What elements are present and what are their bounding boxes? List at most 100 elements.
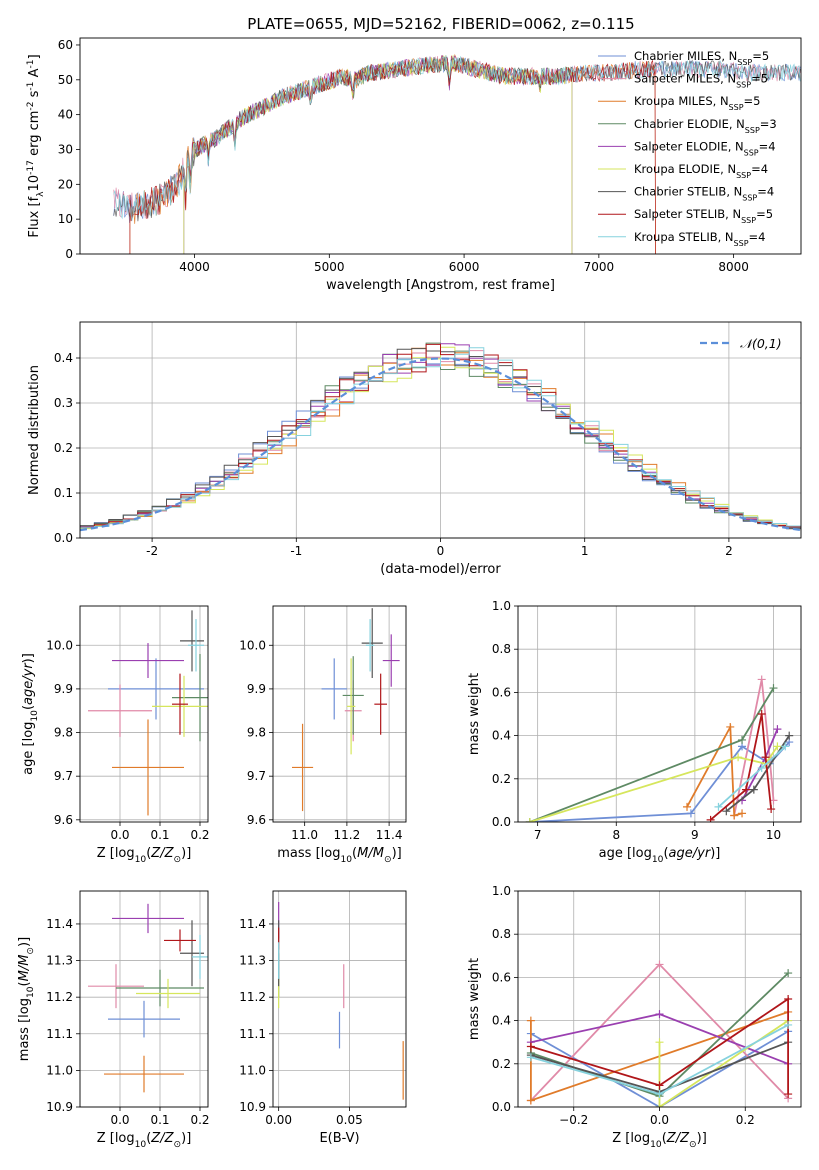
y-tick-label: 10.9 — [46, 1100, 73, 1114]
axes-frame — [79, 37, 802, 255]
errorbar-point — [164, 929, 196, 952]
weight-marker — [722, 807, 731, 816]
errorbar-point — [116, 969, 204, 1007]
x-tick-label: −0.2 — [559, 1113, 588, 1127]
y-axis-label: mass weight — [467, 673, 482, 755]
x-tick-label: 8 — [612, 828, 620, 842]
y-tick-label: 11.2 — [46, 990, 73, 1004]
y-axis-label: Normed distribution — [27, 365, 42, 495]
y-tick-label: 0.8 — [492, 642, 511, 656]
panel-mass_vs_Z: 0.0 0.1 0.2 10.9 11.0 11.1 11.2 11.3 11.4 Z [log1… — [17, 890, 210, 1150]
x-tick-label: 0.1 — [150, 828, 169, 842]
legend-entry: Salpeter MILES, NSSP=5 — [634, 72, 768, 90]
x-axis-label: Z [log10(Z/Z⊙)] — [97, 846, 192, 865]
x-tick-label: 0.0 — [110, 1113, 129, 1127]
panel-age_vs_Z: 0.0 0.1 0.2 9.6 9.7 9.8 9.9 10.0 Z [log10(Z/Z⊙)]… — [21, 605, 210, 865]
legend-entry: Chabrier MILES, NSSP=5 — [634, 49, 769, 67]
x-tick-label: 2 — [725, 544, 733, 558]
y-tick-label: 1.0 — [492, 884, 511, 898]
x-tick-label: 1 — [581, 544, 589, 558]
y-tick-label: 0.1 — [54, 486, 73, 500]
x-tick-label: 0.2 — [736, 1113, 755, 1127]
weight-marker — [655, 1010, 664, 1019]
panel-residuals: -2 -1 0 1 2 0.0 0.1 0.2 0.3 0.4 (data-model)/error… — [27, 321, 802, 577]
weight-marker — [655, 1103, 664, 1107]
y-axis-label: Flux [fλ10-17 erg cm-2 s-1 A-1] — [26, 54, 46, 237]
weight-marker — [526, 1016, 535, 1025]
weight-line-kroupa-elodie — [658, 1019, 789, 1107]
legend-entry: Salpeter ELODIE, NSSP=4 — [634, 139, 776, 157]
panel-mass_vs_ebv: 0.00 0.05 10.9 11.0 11.1 11.2 11.3 11.4 E(B-V) — [239, 890, 407, 1146]
x-axis-label: (data-model)/error — [380, 562, 501, 577]
y-tick-label: 0.2 — [54, 441, 73, 455]
spectrum-line-chabrier-stelib — [113, 56, 801, 222]
axes-frame — [79, 890, 209, 1108]
y-tick-label: 9.6 — [54, 813, 73, 827]
y-tick-label: 11.4 — [239, 917, 266, 931]
y-tick-label: 0.2 — [492, 1057, 511, 1071]
weight-marker — [757, 764, 766, 772]
weight-marker — [784, 1020, 793, 1029]
y-tick-label: 11.3 — [239, 954, 266, 968]
errorbar-point — [321, 658, 347, 720]
x-tick-label: 0.00 — [265, 1113, 292, 1127]
y-tick-label: 11.0 — [239, 1063, 266, 1077]
errorbar-point — [374, 673, 387, 735]
weight-line-salpeter-miles — [733, 679, 775, 816]
y-tick-label: 0.3 — [54, 396, 73, 410]
y-tick-label: 0 — [65, 247, 73, 261]
x-tick-label: 11.0 — [291, 828, 318, 842]
y-tick-label: 0.2 — [492, 772, 511, 786]
x-tick-label: 0.05 — [336, 1113, 363, 1127]
y-axis-label: mass [log10(M/M⊙)] — [17, 937, 36, 1061]
x-tick-label: 0.0 — [110, 828, 129, 842]
legend-entry: Salpeter STELIB, NSSP=5 — [634, 207, 773, 225]
axes-frame — [517, 605, 802, 823]
y-tick-label: 10.9 — [239, 1100, 266, 1114]
axes-frame — [79, 321, 802, 539]
weight-marker — [526, 1096, 535, 1105]
y-tick-label: 9.6 — [247, 813, 266, 827]
x-tick-label: -2 — [146, 544, 158, 558]
axes-frame — [272, 890, 407, 1108]
x-tick-label: 10 — [766, 828, 781, 842]
y-tick-label: 60 — [58, 38, 73, 52]
weight-marker — [734, 753, 743, 762]
weight-marker — [738, 735, 747, 744]
x-tick-label: 0.2 — [190, 1113, 209, 1127]
errorbar-point — [192, 934, 208, 979]
errorbar-point — [292, 723, 314, 812]
y-tick-label: 11.1 — [46, 1027, 73, 1041]
x-axis-label: Z [log10(Z/Z⊙)] — [97, 1131, 192, 1150]
y-tick-label: 9.8 — [247, 726, 266, 740]
y-tick-label: 9.7 — [247, 769, 266, 783]
errorbar-point — [342, 656, 364, 735]
errorbar-point — [112, 719, 184, 816]
y-tick-label: 9.9 — [247, 682, 266, 696]
x-tick-label: 9 — [691, 828, 699, 842]
errorbar-point — [361, 608, 383, 678]
y-tick-label: 0.4 — [492, 1014, 511, 1028]
y-tick-label: 0.4 — [54, 351, 73, 365]
y-tick-label: 0.6 — [492, 970, 511, 984]
legend-entry: Kroupa STELIB, NSSP=4 — [634, 230, 765, 248]
x-tick-label: 0.0 — [650, 1113, 669, 1127]
weight-marker — [773, 725, 782, 734]
axes-frame — [79, 605, 209, 823]
errorbar-point — [112, 903, 184, 934]
y-tick-label: 0.0 — [492, 1100, 511, 1114]
figure-title: PLATE=0655, MJD=52162, FIBERID=0062, z=0… — [247, 15, 634, 33]
errorbar-point — [382, 634, 400, 687]
weight-marker — [738, 809, 747, 818]
weight-marker — [784, 969, 793, 978]
y-tick-label: 0.0 — [492, 815, 511, 829]
plot-area — [88, 903, 208, 1093]
x-tick-label: 0 — [437, 544, 445, 558]
plot-area — [525, 675, 794, 822]
errorbar-point — [88, 964, 144, 1009]
panel-mass_weight_vs_age: 7 8 9 10 0.0 0.2 0.4 0.6 0.8 1.0 age [log10(age/yr… — [467, 599, 802, 865]
legend-entry: Kroupa MILES, NSSP=5 — [634, 94, 760, 112]
y-tick-label: 0.4 — [492, 729, 511, 743]
weight-marker — [655, 1038, 664, 1047]
